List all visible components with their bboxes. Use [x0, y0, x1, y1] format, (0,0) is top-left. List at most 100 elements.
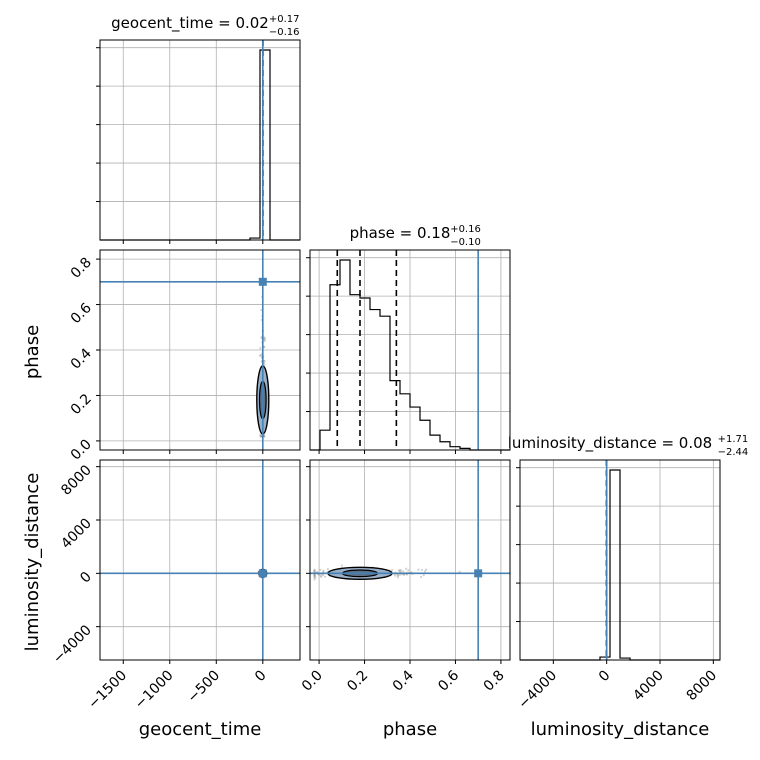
panel-2-1-sample	[319, 574, 323, 577]
panel-2-1-sample	[398, 573, 402, 576]
xtick-label-geocent_time-2: −500	[185, 668, 224, 707]
panel-1-0-sample	[263, 337, 266, 340]
panel-2-1-sample	[313, 574, 316, 577]
title-lower-error-geocent_time: −0.16	[269, 27, 300, 38]
panel-2-1-sample	[320, 575, 323, 578]
panel-2-1-sample	[423, 570, 427, 573]
y-axis-label-phase: phase	[22, 325, 43, 379]
panel-1-0-sample	[263, 339, 266, 342]
panel-2-1-sample	[313, 576, 316, 579]
y-axis-label-luminosity-distance: luminosity_distance	[22, 473, 43, 652]
panel-1-0-sample	[263, 336, 266, 340]
panel-2-1-sample	[417, 568, 420, 571]
panel-2-1-sample	[313, 575, 316, 578]
x-axis-label-geocent-time: geocent_time	[139, 719, 262, 740]
panel-2-1-sample	[422, 574, 425, 577]
panel-1-0-sample	[260, 435, 263, 438]
xtick-label-geocent_time-0: −1500	[85, 668, 130, 713]
panel-0-0-frame	[99, 39, 301, 241]
ytick-label-phase-0: 0.0	[68, 436, 95, 463]
samples-layer	[257, 295, 461, 581]
title-upper-error-geocent_time: +0.17	[269, 14, 300, 25]
xtick-label-phase-1: 0.2	[344, 668, 371, 695]
panel-2-1-sample	[313, 578, 316, 581]
xtick-label-geocent_time-1: −1000	[132, 668, 177, 713]
panel-2-1-sample	[313, 574, 316, 577]
xtick-label-luminosity_distance-3: 8000	[684, 668, 721, 705]
panel-2-1-sample	[407, 569, 410, 572]
panel-2-1-sample	[390, 568, 394, 572]
panel-2-1-sample	[322, 569, 325, 572]
panel-1-0-sample	[259, 435, 262, 438]
panel-2-2-frame	[519, 459, 721, 661]
panel-1-0-sample	[259, 435, 263, 438]
panel-1-0-sample	[263, 434, 266, 437]
truths-layer	[100, 40, 608, 660]
panel-1-0-frame	[99, 249, 301, 451]
ytick-label-phase-2: 0.4	[68, 345, 95, 372]
panel-2-1-sample	[326, 567, 329, 571]
ytick-label-luminosity_distance-2: 4000	[58, 516, 95, 553]
xtick-label-geocent_time-3: 0	[252, 668, 270, 686]
title-geocent_time: geocent_time = 0.02	[111, 14, 269, 33]
ytick-label-luminosity_distance-0: −4000	[50, 622, 95, 667]
panel-2-1-sample	[458, 570, 461, 573]
panel-1-0-sample	[260, 308, 263, 312]
title-lower-error-phase: −0.10	[450, 237, 481, 248]
frames-layer	[96, 39, 721, 664]
panel-2-1-frame	[309, 459, 511, 661]
panel-1-0-sample	[259, 347, 262, 350]
xtick-label-phase-3: 0.6	[435, 667, 462, 694]
ytick-label-luminosity_distance-1: 0	[77, 569, 95, 587]
panel-2-1-sample	[402, 573, 405, 577]
panel-2-1-sample	[313, 569, 316, 572]
panel-2-1-sample	[425, 568, 428, 571]
panel-2-1-sample	[313, 570, 316, 573]
panel-2-1-sample	[399, 569, 403, 572]
panel-1-0-sample	[258, 354, 262, 357]
panel-2-1-sample	[313, 573, 316, 576]
truth-marker-geocent_time-phase	[258, 277, 267, 286]
panel-2-0-frame	[99, 459, 301, 661]
labels-layer: geocent_time = 0.02 +0.17 −0.16 0.0 0.2 0.4 0.…	[50, 14, 748, 712]
panel-2-1-sample	[396, 573, 400, 576]
grid-layer	[100, 40, 720, 660]
title-phase: phase = 0.18	[350, 224, 451, 242]
x-axis-label-luminosity-distance: luminosity_distance	[531, 719, 710, 740]
title-luminosity_distance: luminosity_distance = 0.08	[508, 434, 712, 453]
xtick-label-luminosity_distance-2: 4000	[630, 668, 667, 705]
panel-1-0-sample	[259, 433, 262, 437]
xtick-label-phase-0: 0.0	[299, 668, 326, 695]
panel-2-1-sample	[313, 574, 316, 577]
panel-2-1-sample	[314, 576, 317, 579]
panel-1-0-sample	[263, 435, 266, 438]
panel-2-1-sample	[340, 564, 344, 567]
panel-1-0-sample	[263, 359, 266, 363]
panel-2-1-sample	[313, 568, 316, 571]
histogram-phase	[310, 259, 510, 451]
xtick-label-luminosity_distance-1: 0	[596, 668, 614, 686]
panel-2-1-sample	[393, 574, 397, 577]
panel-2-1-sample	[321, 574, 325, 577]
panel-1-0-sample	[263, 345, 266, 348]
title-lower-error-luminosity_distance: −2.44	[718, 447, 749, 458]
panel-2-1-sample	[398, 569, 401, 572]
ytick-label-phase-1: 0.2	[68, 391, 95, 418]
title-upper-error-luminosity_distance: +1.71	[718, 434, 749, 445]
xtick-label-phase-2: 0.4	[390, 667, 417, 694]
x-axis-label-phase: phase	[383, 719, 437, 740]
xtick-label-luminosity_distance-0: −4000	[515, 668, 560, 713]
panel-2-1-sample	[324, 575, 327, 578]
panel-1-0-sample	[259, 435, 263, 438]
panel-2-1-sample	[419, 575, 423, 579]
truth-marker-phase-luminosity_distance	[474, 569, 483, 578]
panel-2-1-sample	[420, 568, 424, 572]
panel-2-1-sample	[396, 574, 400, 578]
panel-1-0-sample	[263, 338, 266, 341]
xtick-label-phase-4: 0.8	[481, 668, 508, 695]
panel-1-0-sample	[259, 353, 263, 357]
panel-2-1-sample	[316, 570, 319, 574]
panel-2-1-sample	[397, 569, 400, 572]
panel-1-0-sample	[263, 363, 266, 366]
